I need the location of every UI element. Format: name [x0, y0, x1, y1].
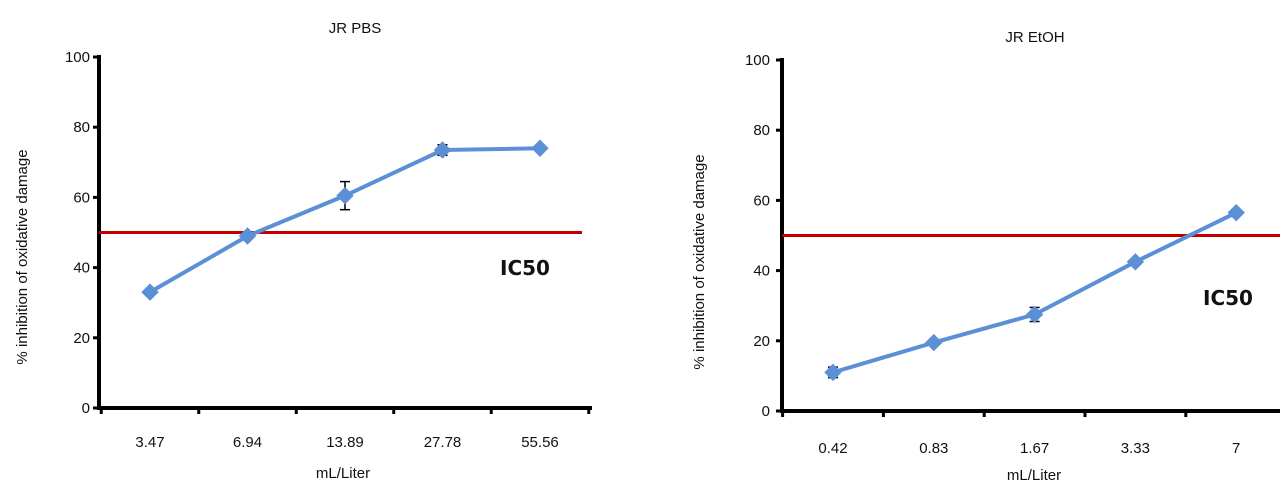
data-point: [1227, 203, 1245, 222]
x-tick-label: 7: [1232, 440, 1240, 457]
x-axis-label: mL/Liter: [316, 465, 370, 482]
data-point: [531, 139, 549, 157]
x-tick-label: 0.83: [919, 440, 948, 457]
x-tick-label: 13.89: [326, 434, 364, 451]
x-tick-label: 1.67: [1020, 440, 1049, 457]
y-axis-label: % inhibition of oxidative damage: [14, 149, 31, 364]
y-tick-label: 60: [73, 189, 90, 206]
x-tick-label: 3.33: [1121, 440, 1150, 457]
chart-jr-pbs: JR PBS mL/Liter % inhibition of oxidativ…: [14, 20, 592, 482]
chart-title: JR EtOH: [1005, 29, 1064, 46]
y-axis-label: % inhibition of oxidative damage: [691, 154, 708, 369]
data-point: [238, 227, 257, 245]
chart-jr-etoh: JR EtOH mL/Liter % inhibition of oxidati…: [691, 29, 1280, 484]
data-point: [925, 333, 943, 352]
x-tick-label: 3.47: [135, 434, 164, 451]
chart-marks: 0 20 40 60 80 100 0.42 0.83 1.67 3.33 7 IC50: [745, 52, 1280, 457]
x-axis-label: mL/Liter: [1007, 467, 1061, 484]
data-point: [141, 283, 159, 301]
data-point: [824, 363, 842, 382]
chart-marks: 0 20 40 60 80 100 3.47 6.94 13.89 27.78 55.56 IC50: [65, 49, 592, 451]
y-tick-label: 100: [745, 52, 770, 69]
y-tick-label: 60: [753, 192, 770, 209]
reference-line-label: IC50: [500, 256, 550, 280]
data-point: [1126, 253, 1145, 271]
y-tick-label: 80: [73, 119, 90, 136]
y-tick-label: 0: [82, 400, 90, 417]
y-tick-label: 20: [73, 330, 90, 347]
y-tick-label: 0: [762, 403, 770, 420]
reference-line-label: IC50: [1203, 286, 1253, 310]
y-tick-label: 20: [753, 333, 770, 350]
x-tick-label: 0.42: [818, 440, 847, 457]
y-tick-label: 40: [73, 260, 90, 277]
data-point: [433, 141, 452, 159]
data-point: [336, 186, 354, 205]
y-tick-label: 80: [753, 122, 770, 139]
x-tick-label: 27.78: [424, 434, 462, 451]
x-tick-label: 55.56: [521, 434, 559, 451]
x-tick-label: 6.94: [233, 434, 262, 451]
data-point: [1025, 305, 1044, 324]
series-line: [149, 146, 541, 294]
y-tick-label: 100: [65, 49, 90, 66]
y-tick-label: 40: [753, 263, 770, 280]
chart-title: JR PBS: [329, 20, 382, 37]
